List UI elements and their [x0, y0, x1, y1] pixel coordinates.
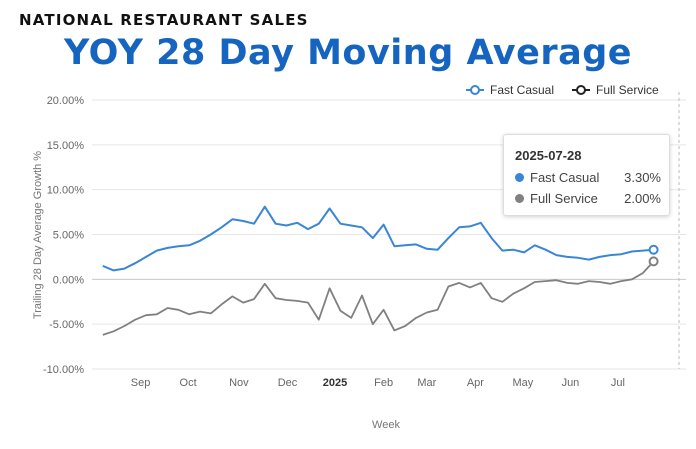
legend-label-full-service: Full Service — [596, 83, 659, 97]
x-axis-ticks: Sep Oct Nov Dec 2025 Feb Mar Apr May Jun Jul — [131, 377, 625, 389]
hover-point-full-service — [648, 256, 659, 267]
tooltip-row-full-service: Full Service 2.00% — [515, 191, 661, 206]
x-tick-label: Jun — [562, 377, 580, 389]
legend-item-full-service[interactable]: Full Service — [572, 83, 659, 97]
x-tick-label: May — [513, 377, 534, 389]
tooltip-value-full-service: 2.00% — [624, 191, 661, 206]
legend: Fast Casual Full Service — [466, 83, 659, 97]
gridlines — [92, 99, 686, 370]
tooltip-dot-full-service — [515, 194, 524, 203]
y-tick-label: 0.00% — [53, 274, 84, 286]
tooltip-date: 2025-07-28 — [515, 148, 582, 163]
tooltip-value-fast-casual: 3.30% — [624, 170, 661, 185]
y-tick-label: 20.00% — [47, 95, 85, 107]
series-line-fast-casual — [102, 205, 654, 272]
chart-kicker: NATIONAL RESTAURANT SALES — [19, 11, 309, 29]
y-tick-label: -5.00% — [49, 319, 84, 331]
tooltip-row-fast-casual: Fast Casual 3.30% — [515, 170, 661, 185]
y-axis-label: Trailing 28 Day Average Growth % — [32, 151, 44, 319]
tooltip-dot-fast-casual — [515, 173, 524, 182]
x-tick-label: Mar — [417, 377, 436, 389]
hover-points — [648, 244, 659, 267]
x-tick-label: Nov — [229, 377, 249, 389]
tooltip-series-fast-casual: Fast Casual — [530, 170, 600, 185]
data-tooltip: 2025-07-28 Fast Casual 3.30% Full Servic… — [503, 134, 670, 216]
tooltip-series-full-service: Full Service — [530, 191, 598, 206]
x-tick-label: Oct — [180, 377, 197, 389]
legend-marker-fast-casual — [470, 85, 480, 95]
series-line-full-service — [102, 260, 655, 336]
y-tick-label: -10.00% — [43, 364, 84, 376]
y-tick-label: 15.00% — [47, 140, 85, 152]
series-lines — [102, 205, 655, 336]
x-axis-label: Week — [372, 419, 400, 431]
x-tick-label: Sep — [131, 377, 151, 389]
y-tick-label: 10.00% — [47, 185, 85, 197]
x-tick-label: Jul — [611, 377, 625, 389]
legend-marker-full-service — [576, 85, 586, 95]
y-axis-ticks: 20.00% 15.00% 10.00% 5.00% 0.00% -5.00% -10.00… — [43, 95, 84, 376]
legend-label-fast-casual: Fast Casual — [490, 83, 554, 97]
x-tick-label: 2025 — [323, 377, 347, 389]
y-tick-label: 5.00% — [53, 230, 84, 242]
legend-item-fast-casual[interactable]: Fast Casual — [466, 83, 554, 97]
chart-title: YOY 28 Day Moving Average — [63, 33, 633, 73]
hover-point-fast-casual — [648, 244, 659, 255]
x-tick-label: Dec — [278, 377, 298, 389]
x-tick-label: Feb — [374, 377, 393, 389]
x-tick-label: Apr — [467, 377, 484, 389]
